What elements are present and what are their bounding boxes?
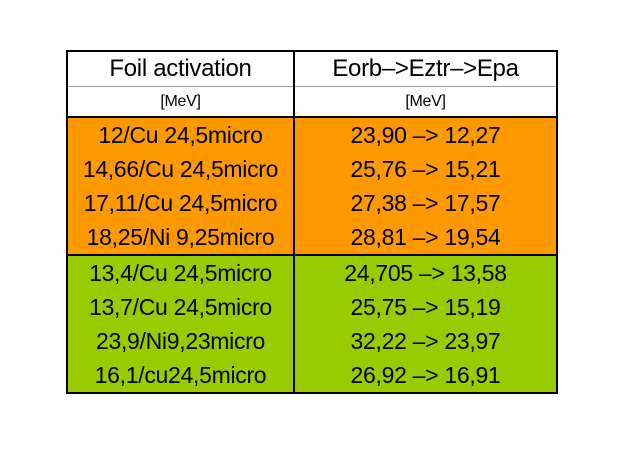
header-energy-chain: Eorb–>Eztr–>Epa	[293, 50, 558, 87]
table-row: 12/Cu 24,5micro 23,90 –> 12,27	[66, 116, 558, 152]
foil-activation-cell: 13,4/Cu 24,5micro	[66, 254, 295, 290]
foil-activation-cell: 16,1/cu24,5micro	[66, 358, 295, 394]
foil-activation-cell: 14,66/Cu 24,5micro	[66, 152, 295, 186]
table-row: 17,11/Cu 24,5micro 27,38 –> 17,57	[66, 186, 558, 220]
table-row: 13,4/Cu 24,5micro 24,705 –> 13,58	[66, 254, 558, 290]
table-row: 18,25/Ni 9,25micro 28,81 –> 19,54	[66, 220, 558, 256]
foil-activation-cell: 18,25/Ni 9,25micro	[66, 220, 295, 256]
foil-activation-cell: 23,9/Ni9,23micro	[66, 324, 295, 358]
unit-foil-activation: [MeV]	[66, 86, 295, 118]
energy-chain-cell: 25,75 –> 15,19	[293, 290, 558, 324]
energy-chain-cell: 23,90 –> 12,27	[293, 116, 558, 152]
unit-energy-chain: [MeV]	[293, 86, 558, 118]
foil-activation-cell: 17,11/Cu 24,5micro	[66, 186, 295, 220]
table-row: 13,7/Cu 24,5micro 25,75 –> 15,19	[66, 290, 558, 324]
energy-chain-cell: 24,705 –> 13,58	[293, 254, 558, 290]
energy-chain-cell: 26,92 –> 16,91	[293, 358, 558, 394]
energy-chain-cell: 25,76 –> 15,21	[293, 152, 558, 186]
energy-chain-cell: 27,38 –> 17,57	[293, 186, 558, 220]
foil-activation-table: Foil activation Eorb–>Eztr–>Epa [MeV] [M…	[66, 50, 558, 394]
header-row: Foil activation Eorb–>Eztr–>Epa	[66, 50, 558, 87]
foil-activation-cell: 13,7/Cu 24,5micro	[66, 290, 295, 324]
foil-activation-cell: 12/Cu 24,5micro	[66, 116, 295, 152]
header-foil-activation: Foil activation	[66, 50, 295, 87]
table-row: 23,9/Ni9,23micro 32,22 –> 23,97	[66, 324, 558, 358]
energy-chain-cell: 32,22 –> 23,97	[293, 324, 558, 358]
table-row: 16,1/cu24,5micro 26,92 –> 16,91	[66, 358, 558, 394]
table-row: 14,66/Cu 24,5micro 25,76 –> 15,21	[66, 152, 558, 186]
unit-row: [MeV] [MeV]	[66, 86, 558, 118]
table-body: Foil activation Eorb–>Eztr–>Epa [MeV] [M…	[66, 50, 558, 394]
energy-chain-cell: 28,81 –> 19,54	[293, 220, 558, 256]
